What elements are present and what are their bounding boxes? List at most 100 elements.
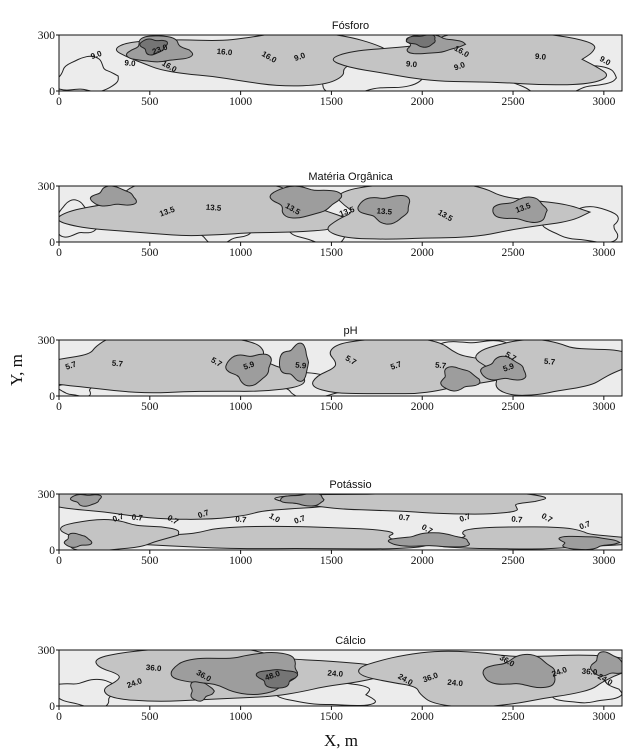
contour-label: 0.7	[293, 513, 307, 525]
contour-region	[357, 194, 411, 225]
x-tick-label: 0	[56, 555, 62, 567]
panel-title: Cálcio	[335, 635, 366, 647]
x-tick-label: 1500	[320, 711, 343, 723]
plot-frame	[58, 339, 623, 397]
x-tick-label: 2000	[411, 555, 434, 567]
y-axis-label: Y, m	[7, 354, 26, 386]
contour-label: 9.0	[453, 60, 467, 72]
plot-frame	[58, 34, 623, 92]
contour-label: 9.0	[535, 52, 547, 62]
x-tick-label: 1500	[320, 401, 343, 413]
x-tick-label: 1000	[229, 96, 252, 108]
x-tick-label: 0	[56, 96, 62, 108]
x-tick-label: 2500	[502, 711, 525, 723]
x-tick-label: 1500	[320, 96, 343, 108]
x-tick-label: 2000	[411, 247, 434, 259]
panel-title: pH	[343, 325, 357, 337]
x-tick-label: 2500	[502, 247, 525, 259]
y-tick-label: 0	[49, 86, 55, 98]
contour-label: 5.9	[502, 361, 516, 373]
contour-label: 9.0	[90, 49, 104, 61]
contour-region	[480, 355, 527, 381]
x-tick-label: 1000	[229, 401, 252, 413]
contour-label: 13.5	[205, 203, 222, 213]
y-tick-label: 0	[49, 545, 55, 557]
contour-label: 5.7	[64, 359, 78, 371]
contour-label: 5.7	[544, 357, 556, 367]
x-tick-label: 500	[141, 401, 159, 413]
contour-region	[332, 35, 607, 86]
contour-label: 36.0	[581, 667, 598, 677]
contour-region	[405, 35, 436, 48]
contour-label: 24.0	[447, 678, 464, 688]
x-tick-label: 2000	[411, 401, 434, 413]
contour-label: 0.7	[235, 515, 247, 525]
contour-region	[492, 196, 548, 223]
contour-label: 0.7	[197, 508, 211, 520]
x-axis-label: X, m	[324, 731, 358, 750]
contour-region	[63, 532, 93, 548]
x-tick-label: 1500	[320, 247, 343, 259]
contour-field: 5.7 5.7 5.7 5.9 5.9 5.7 5.7 5.75.75.9 5.7	[59, 340, 622, 396]
contour-label: 0.7	[398, 513, 410, 523]
x-tick-label: 500	[141, 247, 159, 259]
contour-label: 5.7	[389, 359, 403, 371]
x-tick-label: 2500	[502, 555, 525, 567]
y-tick-label: 300	[38, 489, 56, 501]
contour-label: 36.0	[146, 663, 163, 673]
panel-title: Fósforo	[332, 20, 369, 32]
contour-region	[59, 678, 120, 706]
x-tick-label: 1000	[229, 555, 252, 567]
y-tick-label: 0	[49, 701, 55, 713]
contour-label: 24.0	[327, 668, 344, 678]
x-tick-label: 1000	[229, 711, 252, 723]
contour-label: 5.7	[111, 359, 123, 369]
contour-label: 0.7	[578, 519, 592, 531]
contour-label: 9.0	[124, 58, 136, 68]
x-tick-label: 2500	[502, 96, 525, 108]
contour-field: 23.09.0 16.09.0 16.0 16.0 9.09.016.09.09.0 9.…	[59, 35, 622, 91]
contour-region	[59, 55, 119, 91]
contour-label: 0.7	[131, 513, 143, 523]
plot-frame	[58, 493, 623, 551]
plot-frame	[58, 649, 623, 707]
contour-region	[440, 366, 481, 392]
x-tick-label: 3000	[592, 96, 615, 108]
x-tick-label: 0	[56, 247, 62, 259]
x-tick-label: 1500	[320, 555, 343, 567]
contour-label: 9.0	[406, 59, 418, 69]
contour-region	[190, 681, 215, 702]
contour-label: 5.9	[295, 361, 307, 371]
x-tick-label: 3000	[592, 401, 615, 413]
contour-region	[482, 653, 556, 689]
contour-label: 0.7	[111, 511, 125, 523]
x-tick-label: 2000	[411, 711, 434, 723]
y-tick-label: 300	[38, 181, 56, 193]
contour-field: 13.5 13.5 13.5 13.5 13.5 13.5 13.5	[59, 186, 622, 242]
panel-title: Matéria Orgânica	[308, 171, 393, 183]
contour-label: 16.0	[216, 47, 233, 57]
y-tick-label: 300	[38, 335, 56, 347]
contour-label: 13.5	[376, 206, 393, 216]
contour-region	[89, 186, 137, 207]
y-tick-label: 300	[38, 645, 56, 657]
panel-title: Potássio	[329, 479, 371, 491]
contour-region	[225, 353, 272, 387]
contour-region	[276, 681, 376, 706]
contour-field: 0.7 0.7 0.7 0.7 0.7 1.0 0.7 0.70.70.7 0.7 0.70.7	[59, 494, 622, 550]
contour-panel-3: pH5.7 5.7 5.7 5.9 5.9 5.7 5.7 5.75.75.9 5.70 500 1…	[38, 325, 623, 413]
x-tick-label: 0	[56, 401, 62, 413]
contour-region	[387, 532, 470, 548]
y-tick-label: 0	[49, 237, 55, 249]
x-tick-label: 1000	[229, 247, 252, 259]
x-tick-label: 3000	[592, 247, 615, 259]
x-tick-label: 500	[141, 711, 159, 723]
contour-region	[558, 535, 622, 550]
contour-region	[590, 651, 622, 677]
x-tick-label: 2500	[502, 401, 525, 413]
x-tick-label: 3000	[592, 711, 615, 723]
